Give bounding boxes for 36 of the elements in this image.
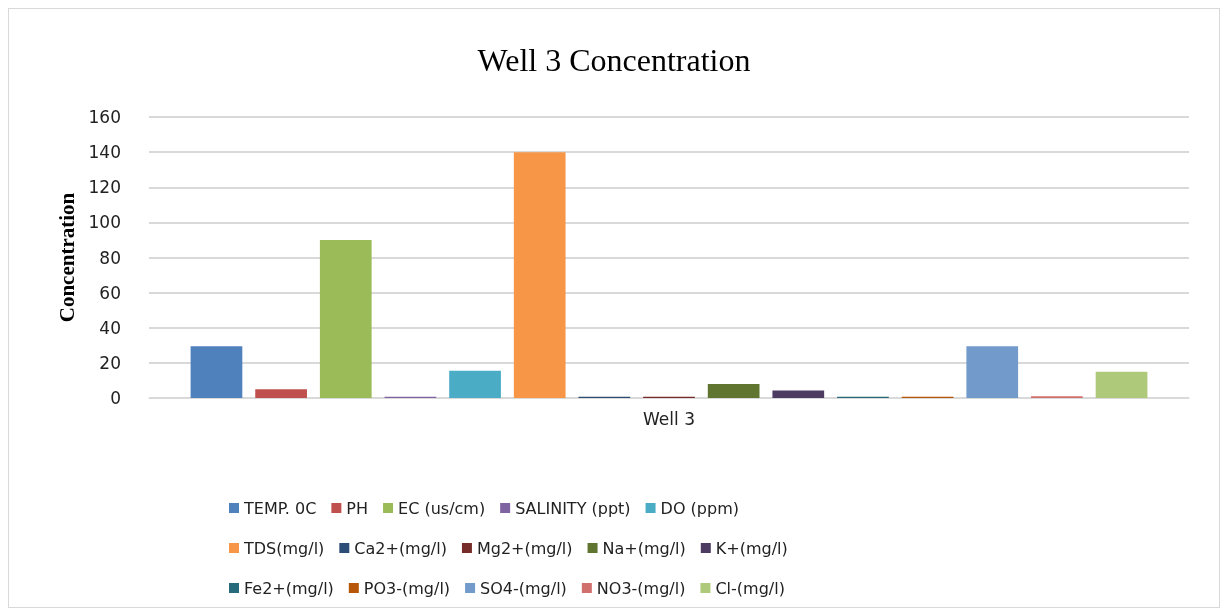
legend-label: NO3-(mg/l) [596,578,686,598]
y-tick-label: 40 [99,317,121,338]
y-tick-label: 60 [99,282,121,303]
y-tick-label: 120 [88,177,121,198]
bar [1095,371,1148,398]
y-tick-label: 100 [88,212,121,233]
bar [255,389,307,398]
bar [772,390,825,398]
y-tick-label: 0 [110,388,121,408]
legend-label: Mg2+(mg/l) [476,538,573,558]
legend-label: DO (ppm) [660,498,739,518]
bar [707,383,760,398]
legend-label: PO3-(mg/l) [363,578,451,598]
legend-label: Na+(mg/l) [602,538,686,558]
bar [513,152,566,398]
bar [319,239,372,398]
legend-label: Fe2+(mg/l) [244,578,334,598]
legend-label: Cl-(mg/l) [715,578,785,598]
legend-label: SO4-(mg/l) [480,578,567,598]
bar [449,370,501,398]
legend-label: Ca2+(mg/l) [354,538,447,558]
legend-label: SALINITY (ppt) [515,498,631,518]
legend-label: TDS(mg/l) [243,538,325,558]
y-tick-label: 20 [99,352,121,373]
legend-label: PH [346,498,369,518]
legend-label: EC (us/cm) [398,498,486,518]
legend-label: TEMP. 0C [243,498,317,518]
y-tick-label: 140 [88,142,121,163]
bar [190,346,243,398]
legend-label: K+(mg/l) [715,538,788,558]
x-tick-label: Well 3 [643,408,695,429]
y-tick-label: 80 [99,247,121,268]
y-axis-title: Concentration [54,192,79,323]
chart-title: Well 3 Concentration [477,42,751,78]
y-tick-label: 160 [88,107,121,127]
bar [966,346,1019,398]
